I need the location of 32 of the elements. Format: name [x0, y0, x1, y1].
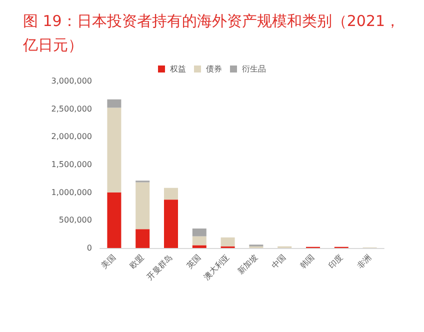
bar — [136, 229, 150, 248]
y-tick-label: 1,000,000 — [51, 188, 92, 197]
bar — [107, 192, 122, 248]
x-tick-label: 英国 — [184, 252, 203, 270]
y-tick-label: 500,000 — [58, 216, 92, 225]
x-tick-label: 中国 — [270, 252, 288, 270]
y-tick-label: 3,000,000 — [51, 76, 92, 86]
bar — [164, 188, 178, 200]
x-tick-label: 新加坡 — [236, 252, 260, 276]
x-tick-label: 印度 — [326, 252, 345, 270]
bar — [192, 228, 206, 236]
bar — [107, 108, 122, 192]
legend-label: 债券 — [206, 64, 222, 74]
legend-label: 衍生品 — [242, 64, 266, 74]
x-tick-label: 开曼群岛 — [145, 252, 174, 282]
y-tick-label: 0 — [86, 244, 92, 252]
chart-title: 图 19：日本投资者持有的海外资产规模和类别（2021，亿日元） — [22, 12, 400, 54]
bar — [192, 236, 206, 246]
x-tick-label: 非洲 — [355, 252, 373, 270]
bar — [136, 182, 150, 230]
legend-label: 权益 — [169, 64, 186, 74]
bar — [220, 237, 235, 246]
x-tick-label: 韩国 — [298, 252, 316, 270]
bar — [192, 245, 206, 248]
y-tick-label: 1,500,000 — [51, 160, 92, 169]
y-tick-label: 2,500,000 — [51, 104, 92, 114]
x-tick-label: 澳大利亚 — [202, 252, 231, 282]
bar — [107, 99, 122, 108]
y-tick-label: 2,000,000 — [51, 132, 92, 142]
x-tick-label: 欧盟 — [128, 252, 146, 270]
bar — [164, 200, 178, 248]
x-tick-label: 美国 — [100, 252, 118, 270]
